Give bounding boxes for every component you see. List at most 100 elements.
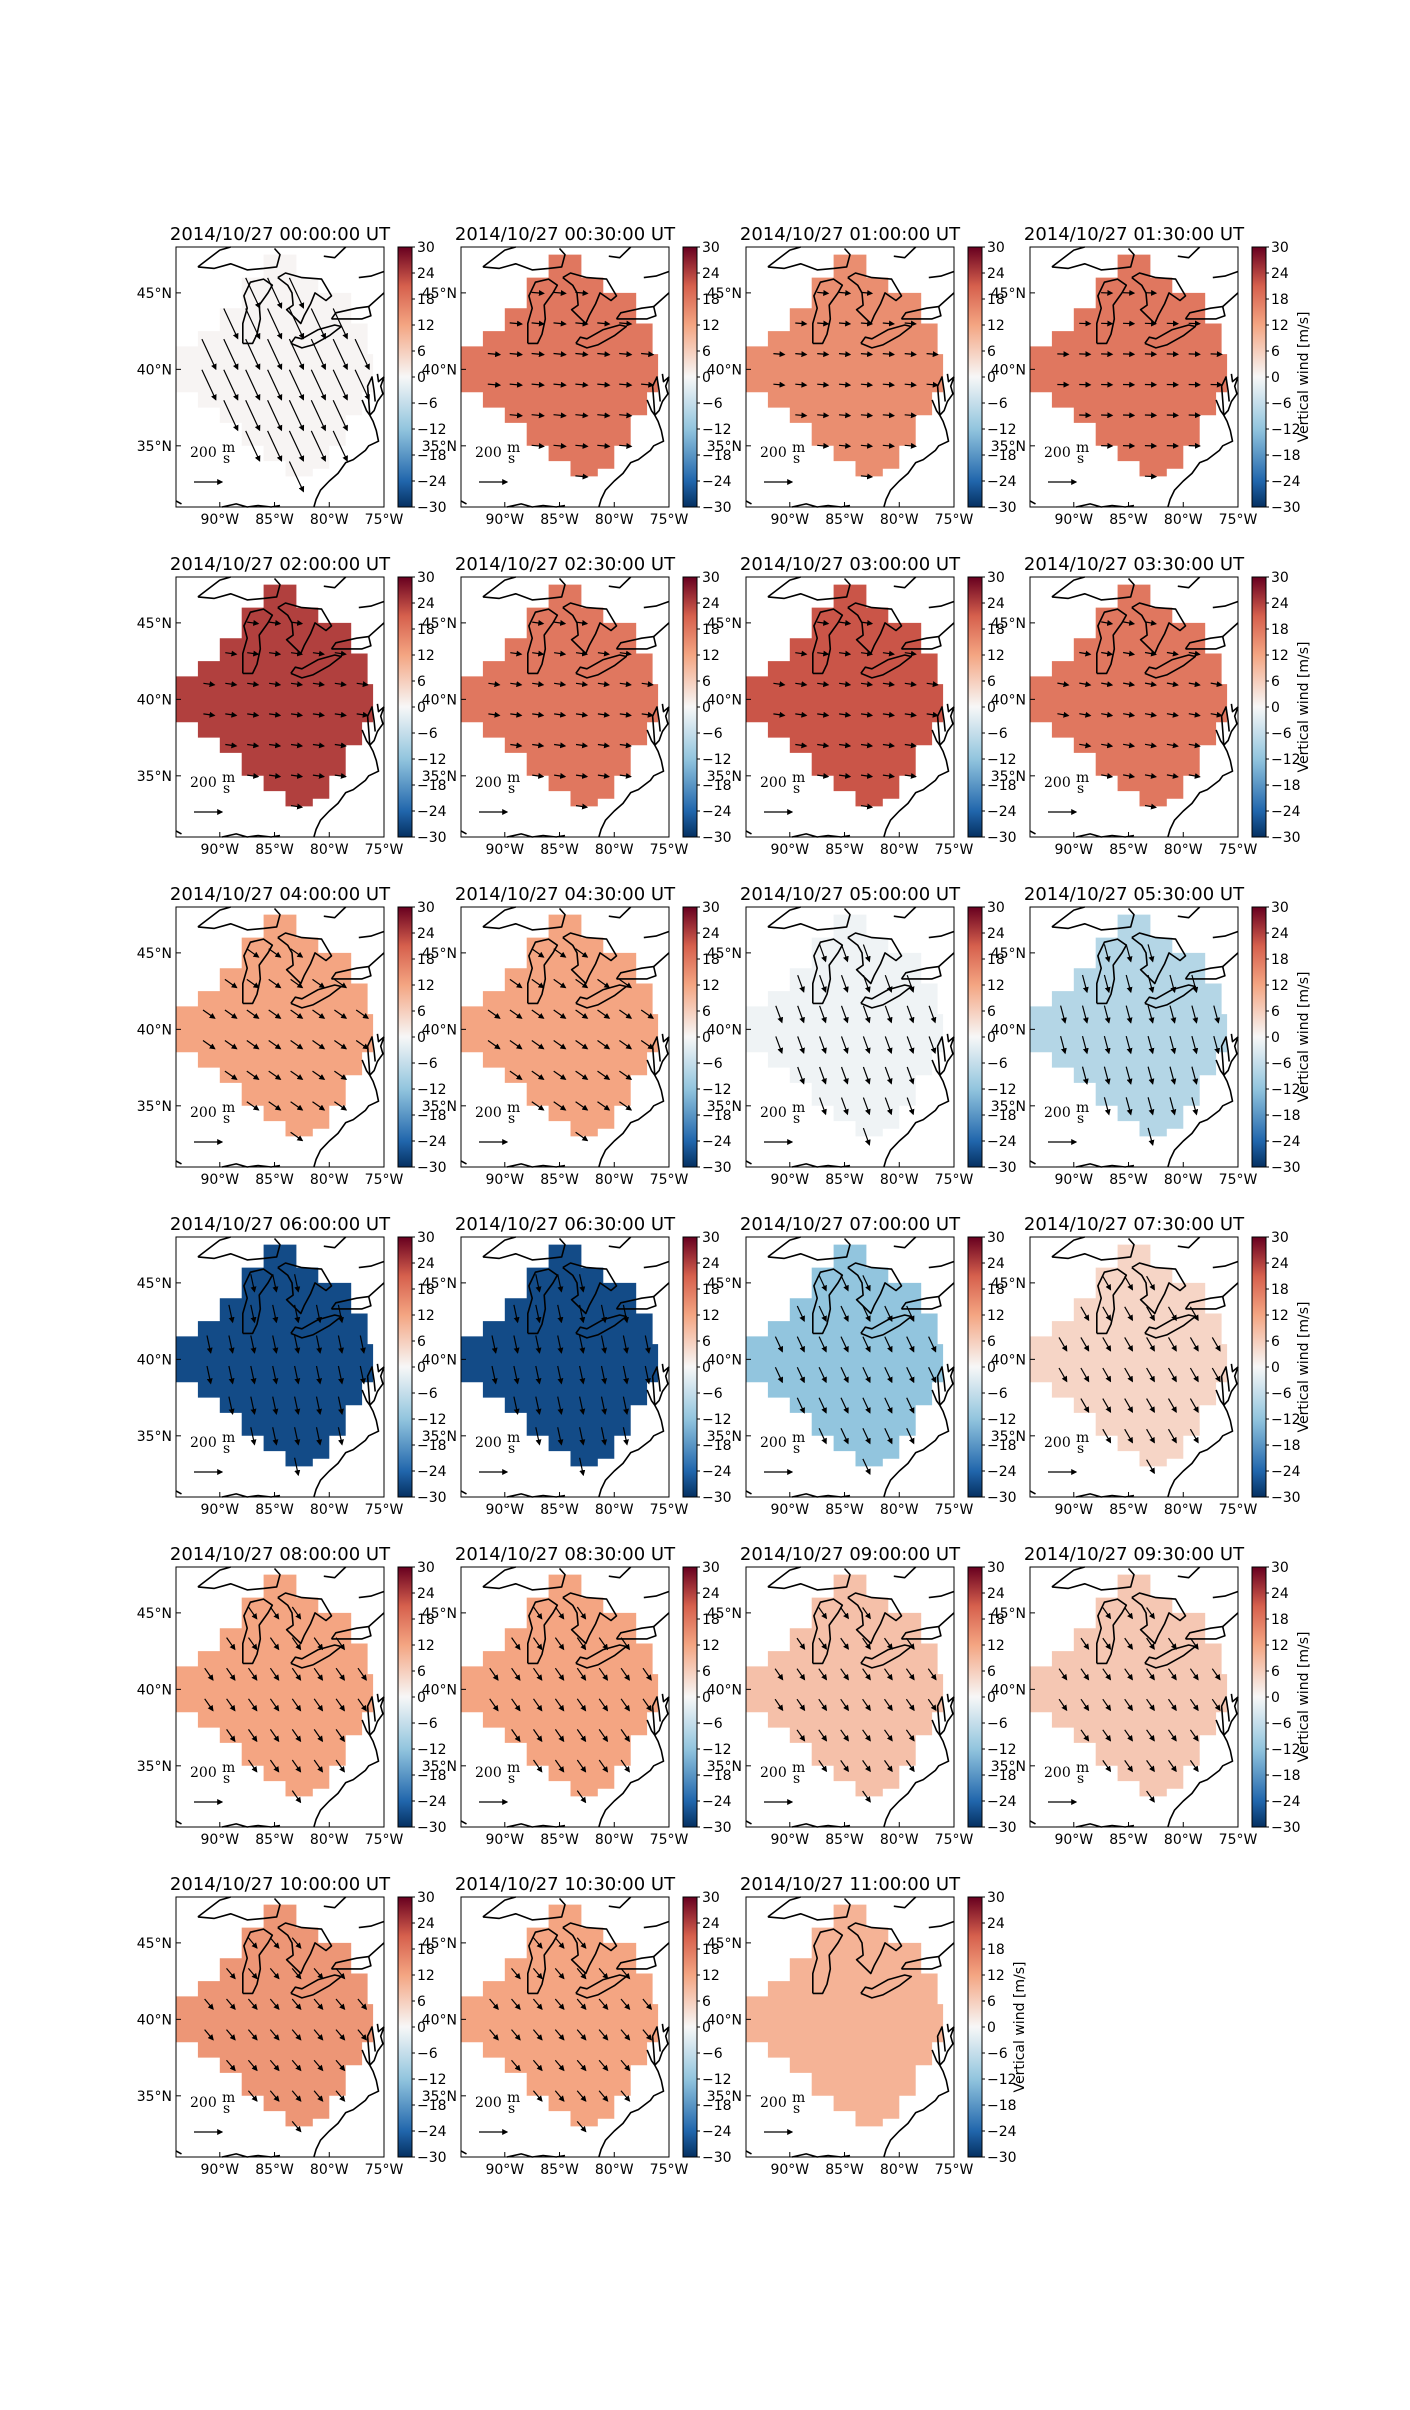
wind-arrow (532, 2059, 543, 2072)
colorbar-tick-label: −18 (702, 1438, 732, 1454)
coastline (745, 1820, 752, 1825)
wind-arrow (1189, 1337, 1199, 1352)
lon-tick-label: 90°W (485, 842, 524, 858)
wind-arrow (294, 1396, 301, 1415)
wind-arrow (1102, 1637, 1112, 1650)
coastline (242, 608, 274, 675)
colorbar-tick-label: −6 (417, 1056, 438, 1072)
wind-arrow (818, 1668, 828, 1681)
coastline (767, 577, 851, 601)
colorbar-tick-label: 12 (987, 1308, 1005, 1324)
coastline (1215, 729, 1225, 746)
wind-arrow (1101, 711, 1114, 718)
wind-arrow (268, 1040, 282, 1050)
colorbar-tick-label: −30 (417, 2150, 447, 2166)
coastline (197, 576, 231, 598)
coastline (615, 635, 657, 650)
lat-tick-label: 45°N (707, 1606, 742, 1622)
scale-unit-den: s (508, 2101, 515, 2117)
wind-arrow (598, 1968, 609, 1980)
wind-arrow (531, 1070, 545, 1080)
wind-arrow (1057, 681, 1070, 688)
map-frame (745, 1896, 955, 2158)
colorbar-tick-label: 18 (702, 1942, 720, 1958)
colorbar-tick-label: 0 (987, 700, 996, 716)
wind-arrow (862, 1066, 871, 1085)
wind-arrow (294, 1365, 301, 1385)
lon-tick-label: 75°W (365, 1172, 404, 1188)
lon-tick-label: 85°W (1109, 1172, 1148, 1188)
wind-arrow (839, 650, 852, 657)
coastline (361, 1719, 371, 1736)
colorbar-tick-label: 12 (417, 1308, 435, 1324)
coastline (368, 952, 385, 968)
wind-arrow (553, 978, 567, 989)
lat-tick-label: 40°N (991, 1352, 1026, 1368)
wind-region (461, 254, 659, 477)
wind-arrow (575, 1131, 589, 1142)
coastline (615, 1955, 657, 1970)
colorbar-tick-label: 12 (1271, 1638, 1289, 1654)
map-frame (460, 1236, 670, 1498)
wind-arrow (291, 1637, 302, 1651)
scale-label: 200 (475, 2095, 502, 2111)
wind-arrow (1103, 1035, 1111, 1055)
lat-tick-label: 35°N (707, 769, 742, 785)
wind-arrow (860, 681, 874, 688)
lon-tick-label: 80°W (880, 1832, 919, 1848)
wind-arrow (201, 338, 217, 371)
wind-arrow (532, 2090, 543, 2102)
colorbar (682, 1236, 698, 1498)
wind-arrow (796, 1729, 806, 1742)
wind-arrow (600, 1365, 608, 1385)
colorbar-tick-label: −30 (987, 1490, 1017, 1506)
coastline (482, 907, 566, 931)
wind-arrow (269, 619, 282, 626)
wind-arrow (269, 1637, 280, 1651)
wind-arrow (288, 277, 305, 309)
wind-arrow (1211, 1337, 1221, 1352)
colorbar (1251, 906, 1267, 1168)
coastline (460, 1490, 467, 1495)
wind-arrow (335, 2059, 346, 2072)
wind-arrow (267, 308, 283, 340)
coastline (1167, 376, 1239, 508)
wind-arrow (1169, 1035, 1177, 1055)
wind-arrow (509, 412, 523, 419)
wind-arrow (773, 381, 786, 388)
wind-arrow (622, 1304, 629, 1324)
panel-title: 2014/10/27 01:00:00 UT (740, 224, 961, 245)
colorbar-tick-label: −12 (417, 422, 447, 438)
wind-arrow (860, 619, 874, 626)
colorbar (967, 246, 983, 508)
wind-arrow (332, 338, 348, 371)
wind-arrow (818, 1275, 827, 1292)
panel-title: 2014/10/27 04:00:00 UT (170, 884, 391, 905)
map-frame (460, 246, 670, 508)
wind-region (461, 1244, 659, 1467)
coastline (175, 1160, 182, 1165)
colorbar-tick-label: −18 (987, 448, 1017, 464)
colorbar-tick-label: 0 (417, 2020, 426, 2036)
lon-tick-label: 90°W (770, 1172, 809, 1188)
wind-arrow (641, 711, 654, 718)
colorbar-tick-label: −18 (1271, 1438, 1301, 1454)
coastline (643, 1260, 670, 1269)
coastline (860, 984, 913, 1009)
lon-tick-label: 90°W (485, 1502, 524, 1518)
colorbar (967, 576, 983, 838)
wind-arrow (313, 2059, 324, 2072)
wind-arrow (619, 650, 632, 657)
lon-tick-label: 85°W (540, 512, 579, 528)
wind-arrow (619, 442, 633, 449)
coastline (1144, 1314, 1197, 1339)
wind-arrow (511, 1968, 521, 1980)
wind-arrow (1124, 1637, 1133, 1650)
wind-arrow (335, 1698, 345, 1712)
wind-arrow (247, 1937, 258, 1949)
wind-arrow (575, 711, 589, 718)
colorbar-tick-label: 0 (702, 370, 711, 386)
